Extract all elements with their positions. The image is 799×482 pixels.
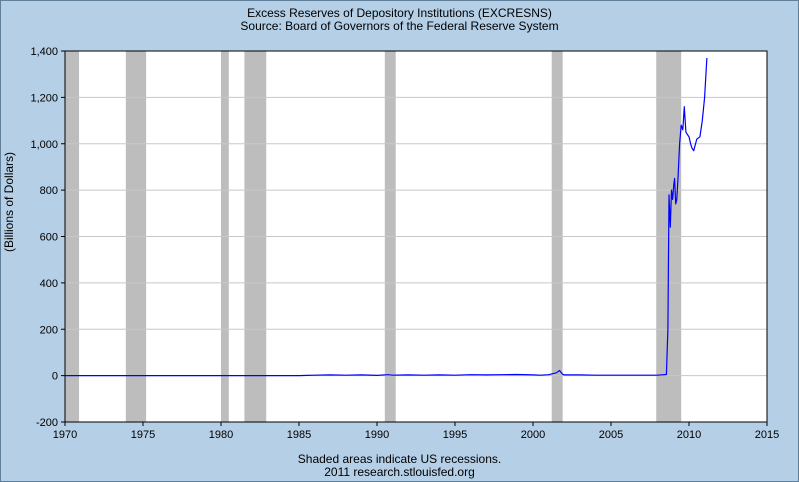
x-tick-label: 1990 (365, 429, 389, 441)
x-tick-label: 2000 (521, 429, 545, 441)
footer-source-credit: 2011 research.stlouisfed.org (324, 465, 475, 479)
y-tick-label: 400 (40, 278, 58, 290)
x-tick-label: 2015 (755, 429, 779, 441)
chart-title: Excess Reserves of Depository Institutio… (247, 6, 552, 20)
x-tick-label: 1975 (131, 429, 155, 441)
y-tick-label: 600 (40, 232, 58, 244)
x-tick-label: 2010 (677, 429, 701, 441)
x-tick-label: 1980 (209, 429, 233, 441)
y-tick-label: 1,000 (30, 139, 58, 151)
chart-subtitle: Source: Board of Governors of the Federa… (240, 19, 559, 33)
x-tick-label: 1985 (287, 429, 311, 441)
y-tick-label: 1,200 (30, 92, 58, 104)
y-tick-label: -200 (36, 417, 58, 429)
x-tick-label: 2005 (599, 429, 623, 441)
y-tick-label: 800 (40, 185, 58, 197)
y-tick-label: 0 (52, 371, 58, 383)
y-tick-label: 200 (40, 324, 58, 336)
footer-recession-note: Shaded areas indicate US recessions. (297, 452, 502, 466)
data-series-line (65, 57, 708, 377)
x-tick-label: 1970 (53, 429, 77, 441)
y-tick-label: 1,400 (30, 46, 58, 58)
x-tick-label: 1995 (443, 429, 467, 441)
